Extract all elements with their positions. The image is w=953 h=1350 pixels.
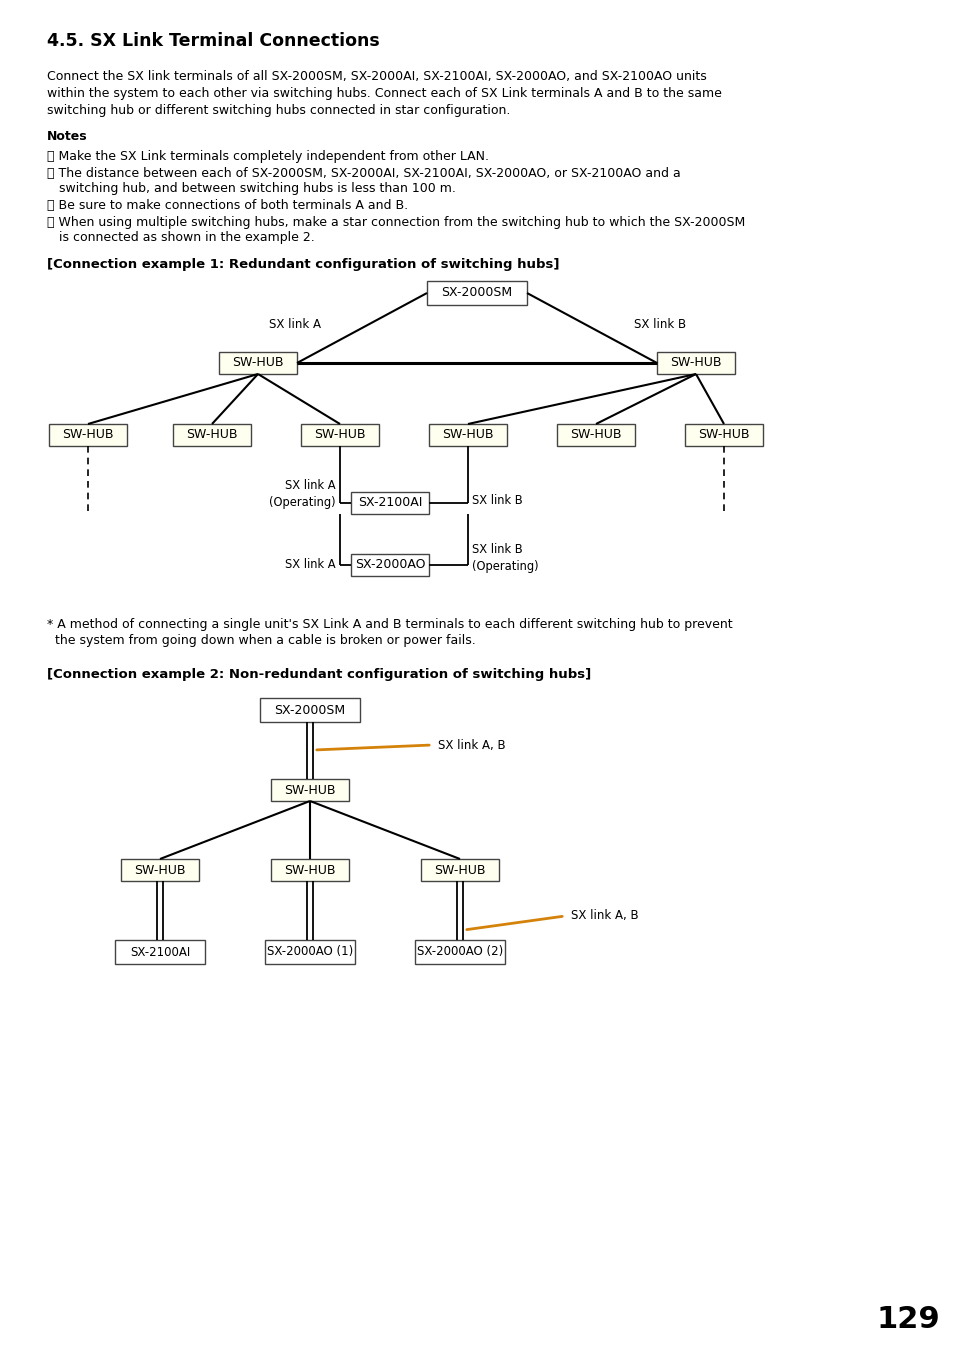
Text: SX link A
(Operating): SX link A (Operating) (269, 479, 335, 509)
Text: SX link B: SX link B (472, 494, 522, 506)
Text: switching hub, and between switching hubs is less than 100 m.: switching hub, and between switching hub… (47, 182, 456, 194)
Bar (172, 424, 251, 446)
Text: SX link A, B: SX link A, B (437, 738, 505, 752)
Text: Notes: Notes (47, 130, 88, 143)
Text: SX link A, B: SX link A, B (571, 910, 638, 922)
Text: SX-2000SM: SX-2000SM (441, 286, 512, 300)
Text: SX link A: SX link A (269, 319, 320, 332)
Text: SX-2000AO: SX-2000AO (355, 559, 425, 571)
Bar (301, 424, 378, 446)
Bar (351, 491, 429, 514)
Text: SW-HUB: SW-HUB (186, 428, 237, 441)
Text: SX-2000AO (1): SX-2000AO (1) (267, 945, 353, 958)
Text: SX link B: SX link B (634, 319, 685, 332)
Text: SW-HUB: SW-HUB (434, 864, 485, 876)
Text: SW-HUB: SW-HUB (284, 864, 335, 876)
Text: switching hub or different switching hubs connected in star configuration.: switching hub or different switching hub… (47, 104, 510, 117)
Text: ・ Make the SX Link terminals completely independent from other LAN.: ・ Make the SX Link terminals completely … (47, 150, 489, 163)
Text: SW-HUB: SW-HUB (442, 428, 494, 441)
Bar (415, 940, 504, 964)
Text: SX link B
(Operating): SX link B (Operating) (472, 543, 538, 572)
Bar (121, 859, 199, 882)
Text: SX-2100AI: SX-2100AI (357, 497, 422, 509)
Text: [Connection example 1: Redundant configuration of switching hubs]: [Connection example 1: Redundant configu… (47, 258, 558, 271)
Bar (429, 424, 506, 446)
Text: ・ The distance between each of SX-2000SM, SX-2000AI, SX-2100AI, SX-2000AO, or SX: ・ The distance between each of SX-2000SM… (47, 167, 680, 180)
Text: * A method of connecting a single unit's SX Link A and B terminals to each diffe: * A method of connecting a single unit's… (47, 618, 732, 630)
Text: SW-HUB: SW-HUB (232, 356, 283, 370)
Text: ・ Be sure to make connections of both terminals A and B.: ・ Be sure to make connections of both te… (47, 198, 408, 212)
Text: SX link A: SX link A (285, 559, 335, 571)
Bar (49, 424, 127, 446)
Bar (271, 779, 349, 801)
Bar (265, 940, 355, 964)
Text: within the system to each other via switching hubs. Connect each of SX Link term: within the system to each other via swit… (47, 86, 721, 100)
Bar (260, 698, 359, 722)
Bar (557, 424, 635, 446)
Text: SW-HUB: SW-HUB (670, 356, 721, 370)
Bar (351, 554, 429, 576)
Text: SW-HUB: SW-HUB (62, 428, 113, 441)
Text: 4.5. SX Link Terminal Connections: 4.5. SX Link Terminal Connections (47, 32, 379, 50)
Bar (427, 281, 526, 305)
Bar (684, 424, 762, 446)
Text: SX-2000AO (2): SX-2000AO (2) (416, 945, 502, 958)
Text: SX-2100AI: SX-2100AI (130, 945, 190, 958)
Bar (219, 352, 296, 374)
Text: SW-HUB: SW-HUB (284, 783, 335, 796)
Text: SW-HUB: SW-HUB (314, 428, 365, 441)
Text: 129: 129 (875, 1305, 939, 1335)
Bar (115, 940, 205, 964)
Bar (657, 352, 734, 374)
Text: SW-HUB: SW-HUB (698, 428, 749, 441)
Text: SX-2000SM: SX-2000SM (274, 703, 345, 717)
Text: the system from going down when a cable is broken or power fails.: the system from going down when a cable … (47, 634, 476, 647)
Bar (271, 859, 349, 882)
Text: ・ When using multiple switching hubs, make a star connection from the switching : ・ When using multiple switching hubs, ma… (47, 216, 744, 230)
Text: [Connection example 2: Non-redundant configuration of switching hubs]: [Connection example 2: Non-redundant con… (47, 668, 591, 680)
Text: SW-HUB: SW-HUB (134, 864, 186, 876)
Text: is connected as shown in the example 2.: is connected as shown in the example 2. (47, 231, 314, 244)
Bar (420, 859, 498, 882)
Text: Connect the SX link terminals of all SX-2000SM, SX-2000AI, SX-2100AI, SX-2000AO,: Connect the SX link terminals of all SX-… (47, 70, 706, 82)
Text: SW-HUB: SW-HUB (570, 428, 621, 441)
